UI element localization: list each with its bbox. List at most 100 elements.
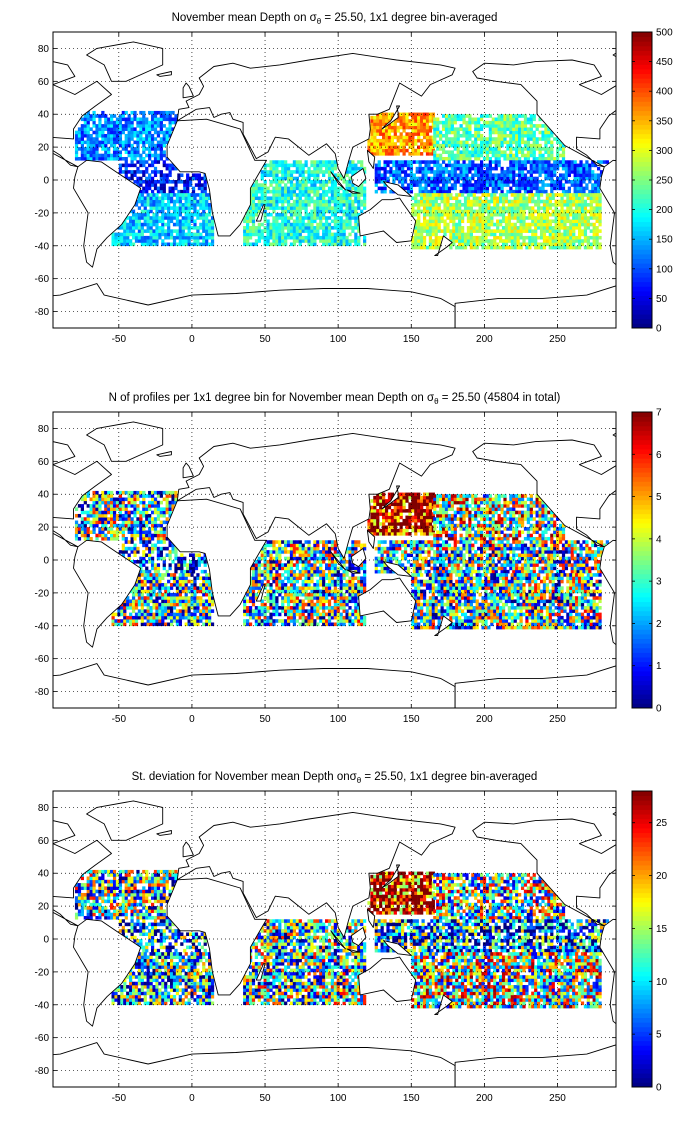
colorbar-segment <box>632 551 652 556</box>
y-tick-label: 20 <box>38 143 50 154</box>
colorbar-segment <box>632 680 652 685</box>
colorbar-segment <box>632 805 652 810</box>
colorbar-segment <box>632 495 652 500</box>
colorbar-segment <box>632 1069 652 1074</box>
colorbar-segment <box>632 583 652 588</box>
colorbar-segment <box>632 134 652 139</box>
colorbar-segment <box>632 468 652 473</box>
colorbar-segment <box>632 199 652 204</box>
colorbar-segment <box>632 870 652 875</box>
colorbar-tick-label: 3 <box>656 577 662 588</box>
colorbar-segment <box>632 828 652 833</box>
x-tick-label: 0 <box>189 714 195 725</box>
colorbar-segment <box>632 449 652 454</box>
y-tick-label: 20 <box>38 902 50 913</box>
colorbar-segment <box>632 180 652 185</box>
y-tick-label: 0 <box>43 935 49 946</box>
colorbar-segment <box>632 500 652 505</box>
x-tick-label: 150 <box>403 1093 420 1104</box>
colorbar-segment <box>632 426 652 431</box>
x-tick-label: 50 <box>259 334 271 345</box>
colorbar-tick-label: 15 <box>656 924 668 935</box>
chart-title: November mean Depth on σθ = 25.50, 1x1 d… <box>172 12 498 26</box>
colorbar-segment <box>632 472 652 477</box>
colorbar-segment <box>632 491 652 496</box>
x-tick-label: 50 <box>259 1093 271 1104</box>
colorbar-segment <box>632 921 652 926</box>
colorbar-segment <box>632 814 652 819</box>
plot-area <box>0 32 696 328</box>
y-tick-label: -20 <box>35 588 50 599</box>
colorbar-segment <box>632 249 652 254</box>
colorbar-segment <box>632 1073 652 1078</box>
colorbar-segment <box>632 55 652 60</box>
colorbar-segment <box>632 310 652 315</box>
colorbar-segment <box>632 967 652 972</box>
colorbar-segment <box>632 101 652 106</box>
colorbar-segment <box>632 92 652 97</box>
colorbar-segment <box>632 88 652 93</box>
colorbar-tick-label: 10 <box>656 977 668 988</box>
x-tick-label: 100 <box>330 1093 347 1104</box>
colorbar-segment <box>632 888 652 893</box>
x-tick-label: -50 <box>112 334 127 345</box>
x-tick-label: -50 <box>112 714 127 725</box>
colorbar-segment <box>632 851 652 856</box>
x-tick-label: -50 <box>112 1093 127 1104</box>
colorbar-tick-label: 6 <box>656 450 662 461</box>
x-tick-label: 200 <box>476 1093 493 1104</box>
colorbar-segment <box>632 305 652 310</box>
x-tick-label: 100 <box>330 334 347 345</box>
colorbar-segment <box>632 592 652 597</box>
colorbar-tick-label: 200 <box>656 205 673 216</box>
colorbar-segment <box>632 1045 652 1050</box>
colorbar-tick-label: 100 <box>656 264 673 275</box>
colorbar-segment <box>632 505 652 510</box>
colorbar-segment <box>632 620 652 625</box>
colorbar-segment <box>632 78 652 83</box>
colorbar-segment <box>632 509 652 514</box>
colorbar-segment <box>632 796 652 801</box>
colorbar-segment <box>632 546 652 551</box>
colorbar-segment <box>632 314 652 319</box>
y-tick-label: -40 <box>35 1000 50 1011</box>
colorbar-segment <box>632 542 652 547</box>
colorbar-segment <box>632 995 652 1000</box>
colorbar-segment <box>632 115 652 120</box>
colorbar-segment <box>632 893 652 898</box>
colorbar-segment <box>632 254 652 259</box>
colorbar-segment <box>632 189 652 194</box>
colorbar-tick-label: 350 <box>656 116 673 127</box>
colorbar-segment <box>632 435 652 440</box>
colorbar-segment <box>632 1055 652 1060</box>
y-tick-label: 60 <box>38 836 50 847</box>
colorbar-segment <box>632 236 652 241</box>
colorbar-segment <box>632 157 652 162</box>
colorbar-segment <box>632 611 652 616</box>
colorbar-segment <box>632 1004 652 1009</box>
colorbar-segment <box>632 648 652 653</box>
colorbar-segment <box>632 574 652 579</box>
chart-title: N of profiles per 1x1 degree bin for Nov… <box>109 392 561 406</box>
colorbar-segment <box>632 810 652 815</box>
colorbar-segment <box>632 1050 652 1055</box>
colorbar-segment <box>632 194 652 199</box>
colorbar-segment <box>632 823 652 828</box>
x-tick-label: 150 <box>403 334 420 345</box>
colorbar-segment <box>632 948 652 953</box>
colorbar-segment <box>632 1013 652 1018</box>
colorbar-segment <box>632 203 652 208</box>
colorbar-segment <box>632 842 652 847</box>
colorbar-segment <box>632 477 652 482</box>
colorbar-segment <box>632 602 652 607</box>
colorbar-segment <box>632 532 652 537</box>
colorbar-segment <box>632 555 652 560</box>
colorbar-tick-label: 250 <box>656 176 673 187</box>
y-tick-label: 60 <box>38 457 50 468</box>
colorbar-segment <box>632 629 652 634</box>
colorbar-segment <box>632 953 652 958</box>
colorbar-segment <box>632 528 652 533</box>
y-tick-label: -20 <box>35 208 50 219</box>
